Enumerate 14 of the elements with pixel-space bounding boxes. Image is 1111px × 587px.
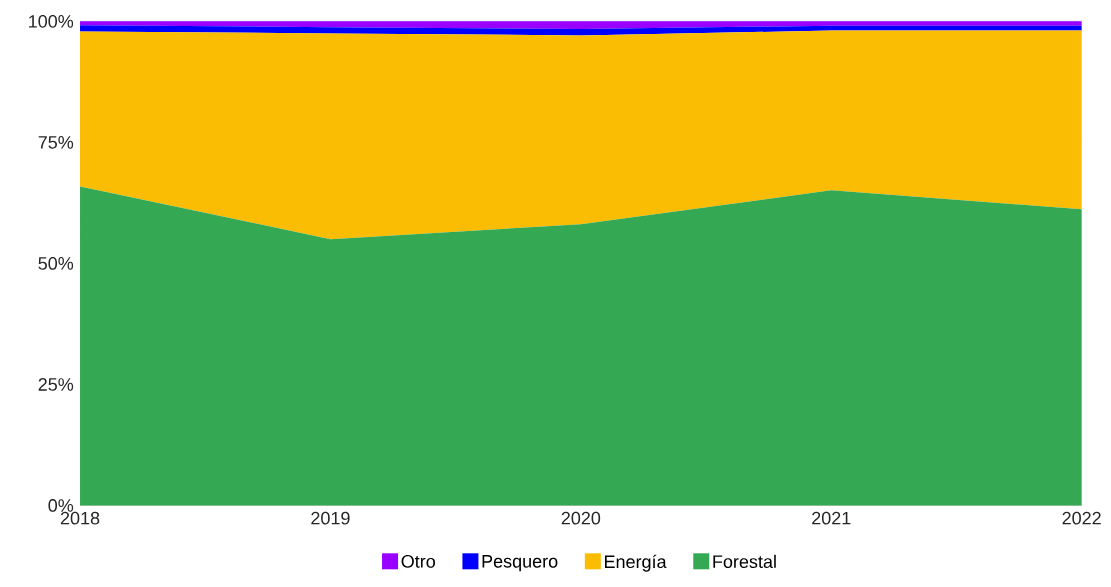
y-tick-label: 50% [38, 257, 74, 270]
legend-label: Forestal [713, 554, 776, 569]
legend-label: Energía [605, 554, 667, 572]
legend-label: Otro [401, 555, 435, 568]
x-tick-label: 2018 [60, 511, 100, 525]
x-tick-label: 2020 [561, 511, 601, 525]
legend-label: Pesquero [482, 555, 558, 572]
y-tick-label: 25% [38, 378, 74, 391]
x-tick-label: 2021 [812, 511, 851, 525]
x-tick-label: 2022 [1062, 511, 1101, 525]
y-tick-label: 0% [48, 499, 74, 512]
y-tick-label: 75% [38, 136, 74, 149]
x-tick-label: 2019 [311, 511, 350, 525]
y-tick-label: 100% [29, 15, 74, 28]
